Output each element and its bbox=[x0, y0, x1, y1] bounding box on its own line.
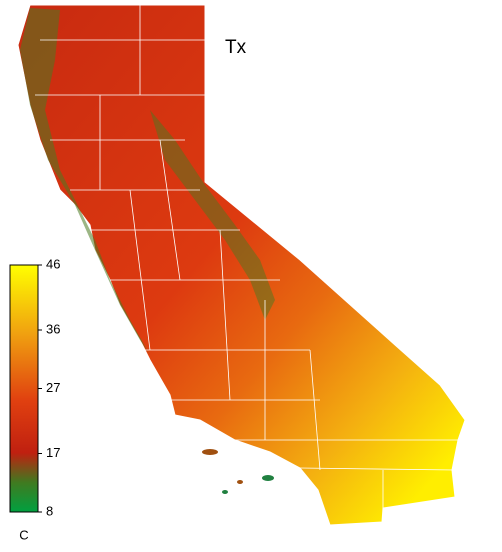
colorbar-tick-label: 46 bbox=[46, 256, 60, 271]
colorbar-tick-label: 17 bbox=[46, 445, 60, 460]
colorbar-unit: C bbox=[19, 527, 28, 542]
map-title: Tx bbox=[225, 37, 247, 58]
colorbar-tick-label: 27 bbox=[46, 380, 60, 395]
colorbar-tick-label: 8 bbox=[46, 503, 53, 518]
sierra bbox=[150, 110, 275, 320]
county-lines bbox=[35, 5, 460, 522]
colorbar bbox=[9, 264, 39, 513]
coast-range bbox=[20, 8, 150, 355]
colorbar-tick-label: 36 bbox=[46, 321, 60, 336]
islands bbox=[202, 449, 274, 494]
